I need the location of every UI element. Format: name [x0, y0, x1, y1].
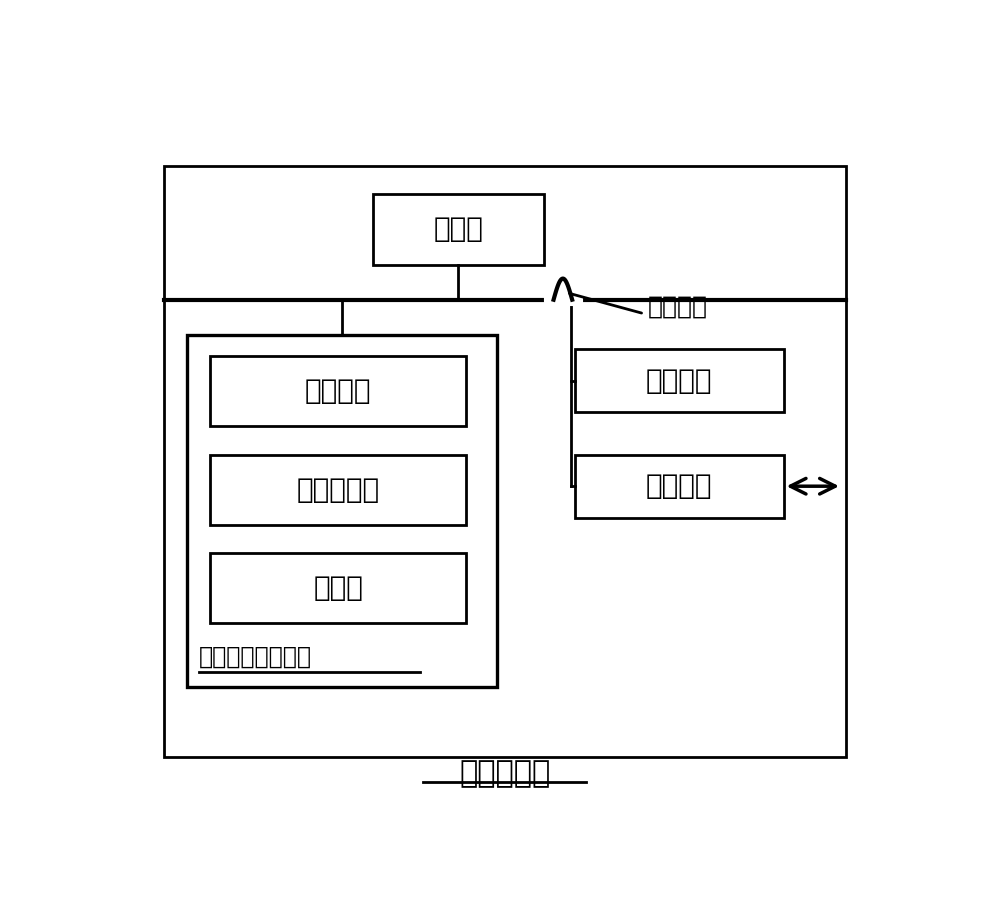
FancyBboxPatch shape	[164, 166, 846, 757]
Text: 计算机设备: 计算机设备	[459, 759, 550, 788]
FancyBboxPatch shape	[574, 349, 784, 412]
FancyBboxPatch shape	[210, 553, 466, 623]
FancyBboxPatch shape	[574, 454, 784, 518]
Text: 内存储器: 内存储器	[646, 367, 712, 395]
Text: 网络接口: 网络接口	[646, 473, 712, 500]
Text: 计算机程序: 计算机程序	[297, 475, 380, 504]
Text: 非易失性存储介质: 非易失性存储介质	[199, 645, 312, 669]
Text: 数据库: 数据库	[313, 574, 363, 602]
Text: 操作系统: 操作系统	[305, 377, 371, 405]
FancyBboxPatch shape	[210, 356, 466, 426]
Text: 系统总线: 系统总线	[648, 294, 708, 319]
FancyBboxPatch shape	[373, 194, 544, 264]
FancyBboxPatch shape	[187, 335, 497, 686]
FancyBboxPatch shape	[210, 454, 466, 525]
Text: 处理器: 处理器	[433, 216, 483, 243]
